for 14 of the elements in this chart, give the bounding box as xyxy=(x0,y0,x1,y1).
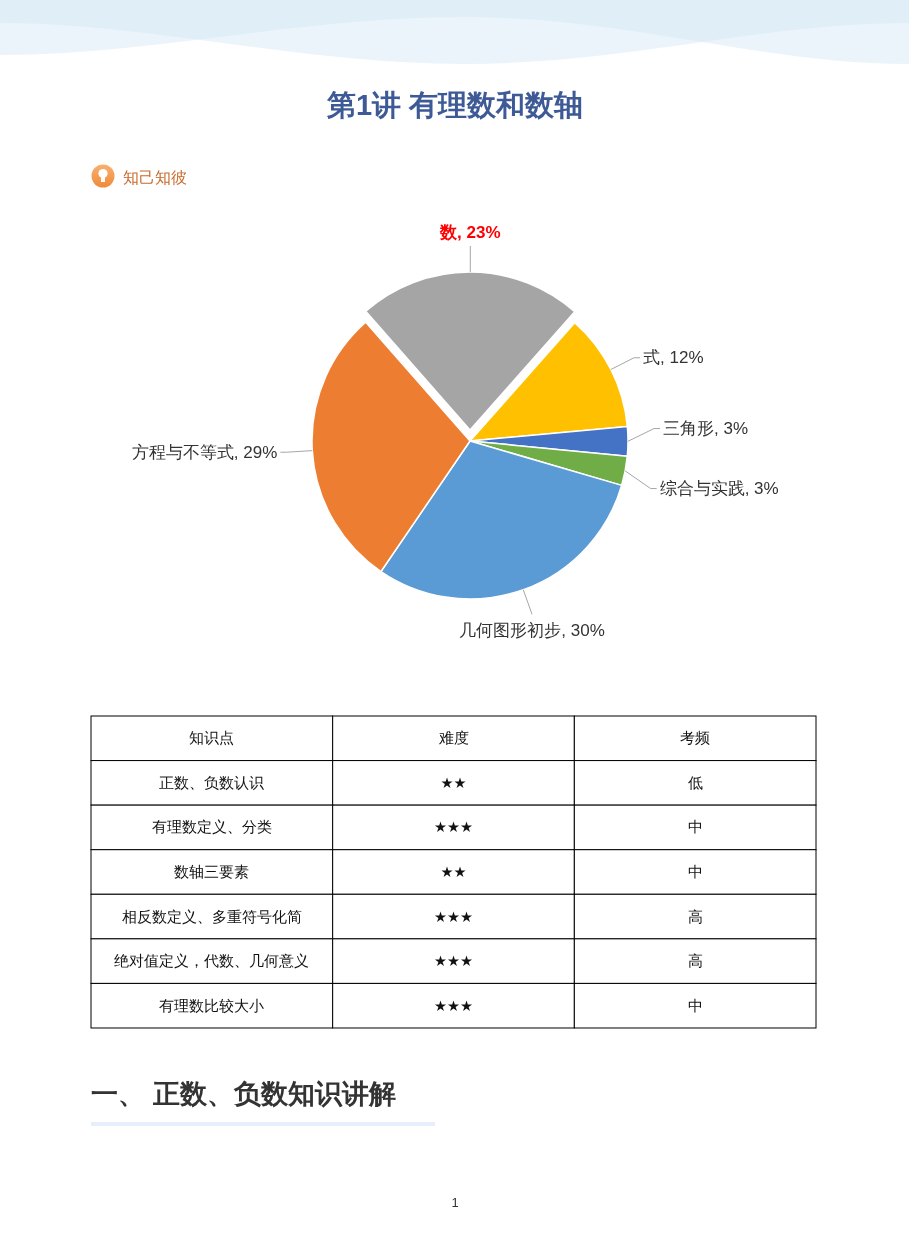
text: 一、 正数、负数知识讲解 xyxy=(91,1079,396,1109)
chart-subtitle: 知己知彼 xyxy=(123,168,187,186)
table: 知识点 难度 考频 正数、负数认识 ★★ 低 有理数定义、分类 ★★★ 中 数轴三要素 ★★ 中 相反数定义、多重符号化简 ★★★ 高 绝对值定义，代数、几何意义 ★★★ 高 有理数比较大小 ★★★ 中 xyxy=(90,715,817,1029)
slice-label: 几何图形初步, 30% xyxy=(459,620,605,640)
slice-label: 方程与不等式, 29% xyxy=(131,442,278,462)
category-label: 考频 xyxy=(680,730,711,747)
slice-label: 三角形, 3% xyxy=(663,419,749,439)
chart-title: 第1讲 有理数和数轴 xyxy=(325,89,584,121)
slice-label: 式, 12% xyxy=(643,348,704,368)
slice-label: 综合与实践, 3% xyxy=(659,479,779,499)
text: 1 xyxy=(451,1194,459,1210)
slice-label: 数, 23% xyxy=(439,222,501,242)
category-label: 难度 xyxy=(437,730,469,747)
category-label: 知识点 xyxy=(189,730,235,747)
